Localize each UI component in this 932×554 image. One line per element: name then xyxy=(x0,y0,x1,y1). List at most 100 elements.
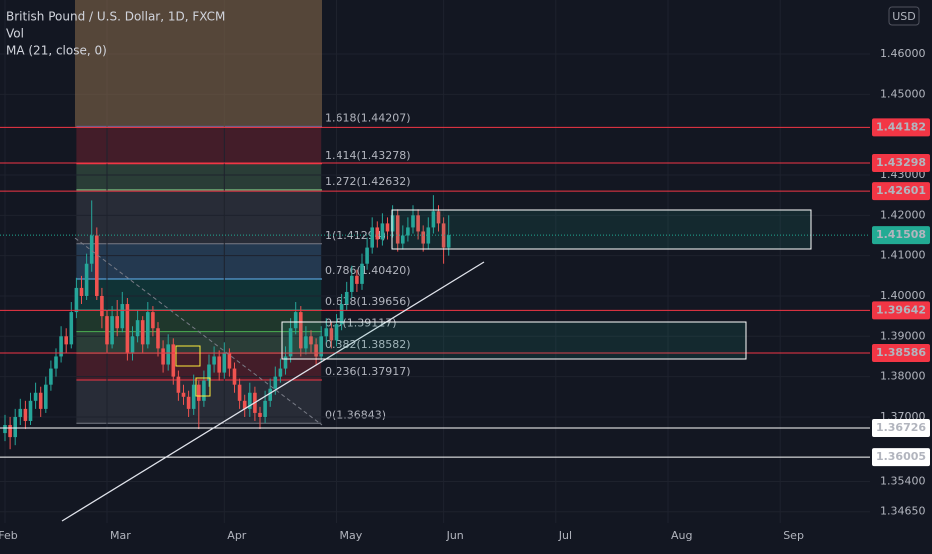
candle-body xyxy=(3,425,7,434)
candle-body xyxy=(416,215,420,232)
candle-body xyxy=(319,336,323,357)
candle-body xyxy=(212,356,216,365)
candle-body xyxy=(350,275,354,292)
candle-body xyxy=(49,368,53,385)
candle-body xyxy=(18,408,23,417)
plot xyxy=(0,126,870,458)
level-tag xyxy=(872,448,930,467)
x-tick-label: Jun xyxy=(446,529,464,542)
candle-body xyxy=(69,312,74,345)
candle-body xyxy=(314,344,318,357)
level-tag xyxy=(872,182,930,201)
fib-zone xyxy=(76,163,322,190)
candle-body xyxy=(74,287,79,313)
candle-body xyxy=(380,223,385,240)
candle-body xyxy=(186,396,191,409)
fib-label: 0.236(1.37917) xyxy=(325,365,411,378)
level-tag xyxy=(872,153,930,172)
currency-badge[interactable] xyxy=(888,6,920,26)
candle-body xyxy=(344,291,349,305)
fib-label: 0(1.36843) xyxy=(325,408,386,421)
candle-body xyxy=(360,263,364,284)
fib-label: 0.786(1.40420) xyxy=(325,264,411,277)
candle-body xyxy=(59,336,63,357)
candle-body xyxy=(23,408,28,421)
candle-body xyxy=(329,328,334,341)
candle-body xyxy=(135,320,140,337)
candle-body xyxy=(288,328,293,357)
candle-body xyxy=(426,227,431,244)
fib-label: 1.618(1.44207) xyxy=(325,111,411,124)
fib-label: 0.618(1.39656) xyxy=(325,295,411,308)
candle-body xyxy=(401,235,405,244)
candle-body xyxy=(120,304,125,329)
x-tick-label: Jul xyxy=(558,529,572,542)
candle-body xyxy=(395,215,400,244)
time-axis xyxy=(0,523,870,550)
candle-body xyxy=(339,304,344,325)
fib-label: 1.414(1.43278) xyxy=(325,149,411,162)
fib-zone xyxy=(76,243,322,280)
candle-body xyxy=(431,211,436,228)
candle-body xyxy=(421,231,425,244)
level-tag xyxy=(872,226,930,245)
fib-zone xyxy=(76,189,322,244)
candle-body xyxy=(13,416,17,438)
y-tick-label: 1.42000 xyxy=(880,208,926,221)
candle-body xyxy=(370,227,374,248)
candle-body xyxy=(207,364,211,381)
x-tick-label: May xyxy=(340,529,363,542)
marker-box xyxy=(195,377,211,397)
fib-zone xyxy=(76,126,322,164)
candle-body xyxy=(95,235,99,296)
level-label: 1.44182 xyxy=(876,120,926,133)
level-tag xyxy=(872,301,930,320)
trend-line xyxy=(61,261,485,522)
candle-body xyxy=(385,223,390,232)
candle-body xyxy=(390,215,395,232)
level-label: 1.42601 xyxy=(876,184,926,197)
level-label: 1.43298 xyxy=(876,156,926,169)
x-tick-label: Mar xyxy=(110,529,131,542)
candle-body xyxy=(110,316,114,345)
fib-label: 0.382(1.38582) xyxy=(325,338,411,351)
currency[interactable]: USD xyxy=(892,10,916,23)
price-axis xyxy=(870,0,932,550)
range-box xyxy=(391,209,812,250)
candle-body xyxy=(130,336,135,353)
candle-body xyxy=(324,328,329,337)
marker-box xyxy=(175,345,201,367)
candle-body xyxy=(115,316,119,329)
candle-body xyxy=(258,412,262,417)
candle-body xyxy=(8,425,12,438)
candle-body xyxy=(64,336,68,345)
candle-body xyxy=(232,368,237,385)
y-tick-label: 1.40000 xyxy=(880,289,926,302)
level-tag xyxy=(872,118,930,137)
x-tick-label: Feb xyxy=(0,529,18,542)
candle-body xyxy=(197,384,201,401)
candle-body xyxy=(263,400,267,417)
candle-body xyxy=(125,304,130,353)
range-box xyxy=(281,321,747,360)
candle-body xyxy=(237,384,242,401)
level-tag xyxy=(872,418,930,437)
candle-body xyxy=(227,352,232,369)
candle-body xyxy=(84,263,89,296)
fib-zone xyxy=(76,279,322,310)
candle-body xyxy=(355,275,359,284)
level-label: 1.39642 xyxy=(876,303,926,316)
candle-body xyxy=(242,400,247,409)
candle-body xyxy=(89,235,94,264)
candle-body xyxy=(44,384,48,409)
candle-body xyxy=(79,287,84,296)
grid xyxy=(0,0,870,523)
candle-body xyxy=(268,388,272,401)
fib-label: 1.272(1.42632) xyxy=(325,175,411,188)
title: British Pound / U.S. Dollar, 1D, FXCM xyxy=(6,10,225,24)
candle-body xyxy=(54,356,58,369)
y-tick-label: 1.45000 xyxy=(880,87,926,100)
candle-body xyxy=(406,227,410,236)
candle-body xyxy=(105,316,109,345)
